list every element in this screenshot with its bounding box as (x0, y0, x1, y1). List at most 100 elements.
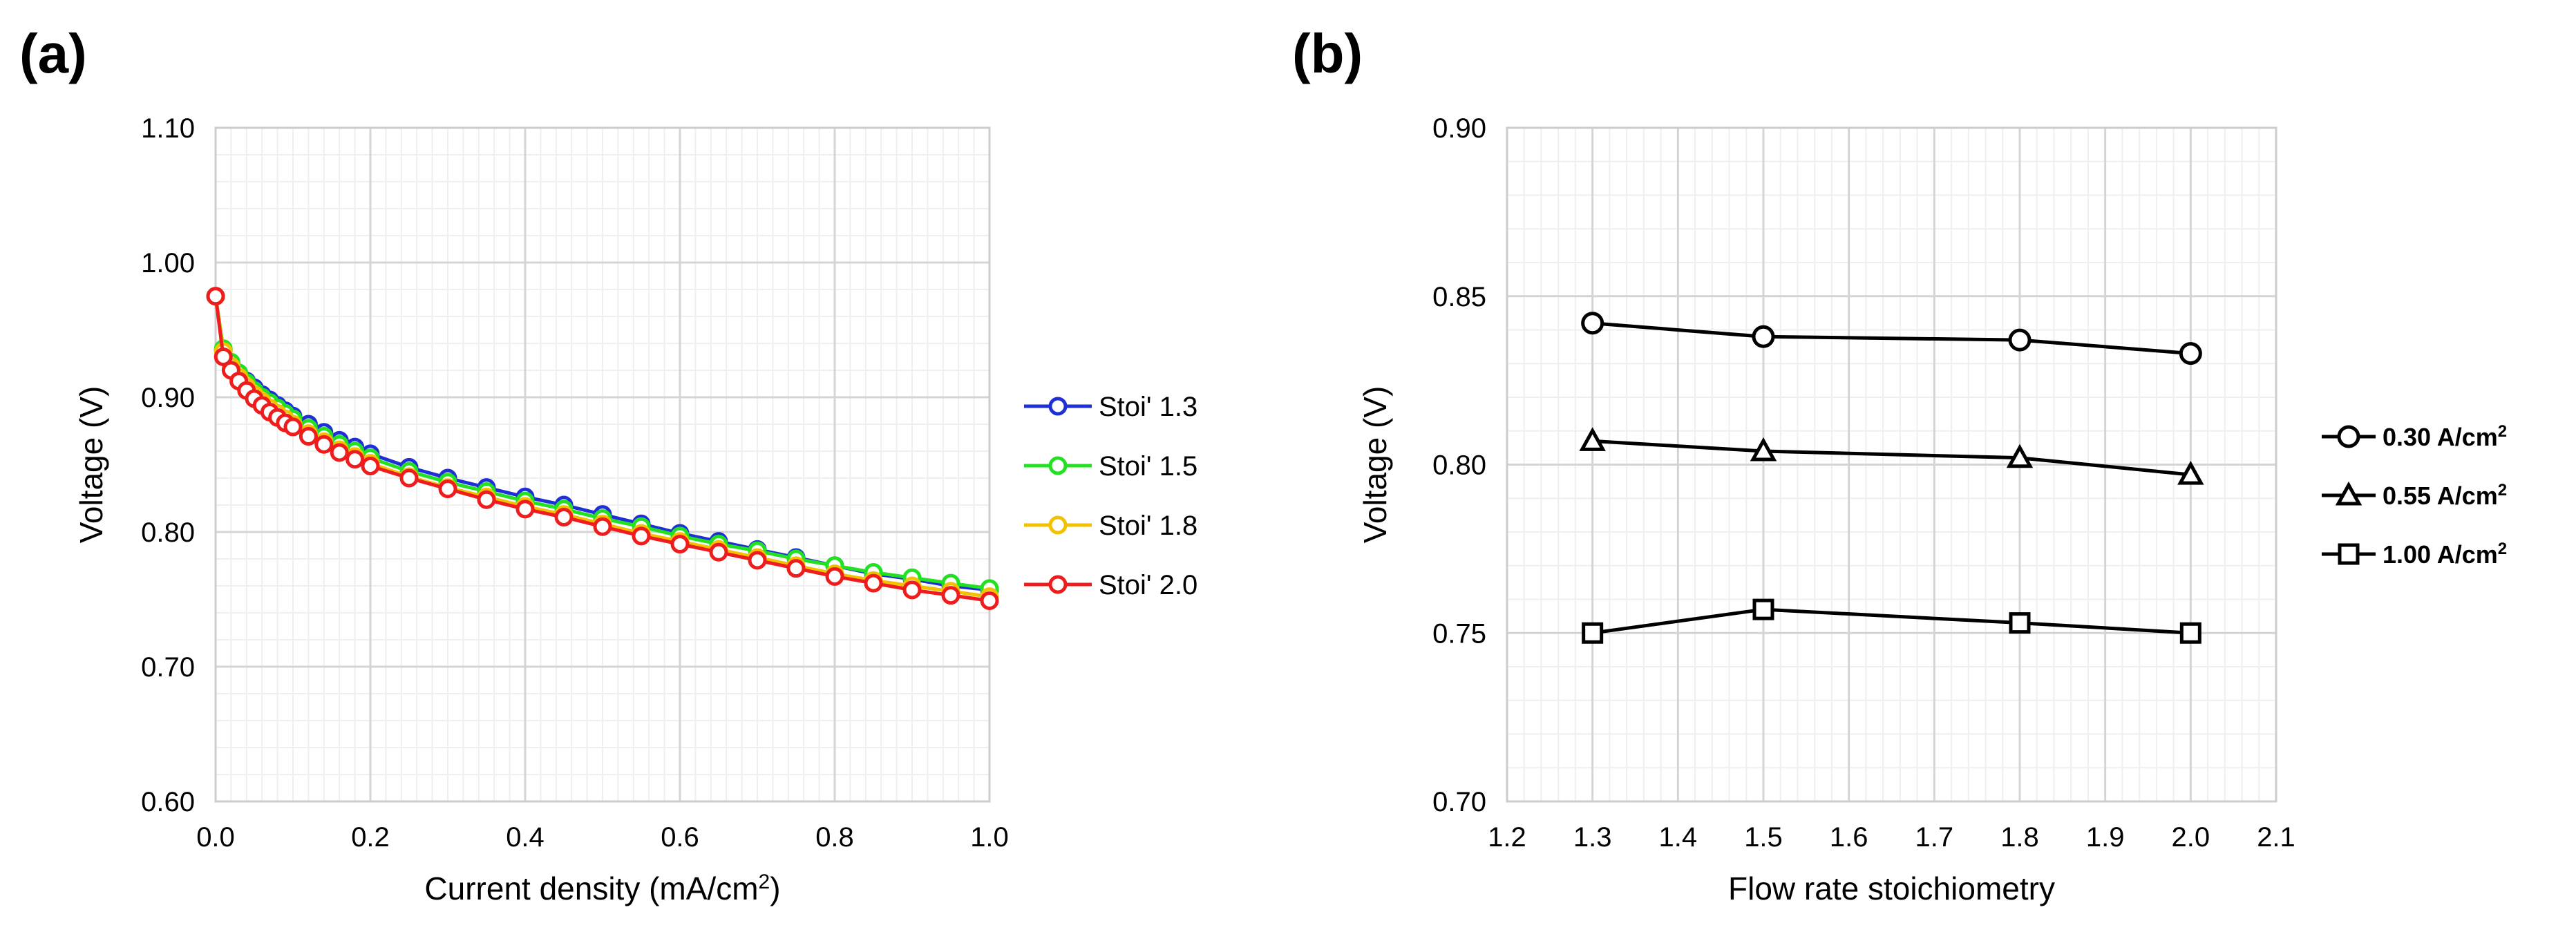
legend-marker (1048, 515, 1068, 535)
series-line-1 (1592, 321, 2191, 356)
legend-label-sup: 2 (2498, 481, 2507, 500)
x-tick-label: 0.8 (815, 822, 854, 853)
plot-area-frame (1506, 126, 2277, 803)
panel-label-b: (b) (1292, 23, 1363, 84)
chart-b: 1.2 1.3 1.4 1.5 1.6 1.7 1.8 1.9 2.0 2.1 0.70 0.75 0.… (1357, 113, 2507, 906)
data-point (593, 517, 612, 536)
x-axis-title-end: ) (770, 871, 780, 906)
legend-marker (1048, 575, 1068, 594)
plot-area-frame (214, 126, 991, 803)
data-point (554, 508, 574, 527)
data-point (2006, 444, 2034, 468)
x-tick-label: 1.5 (1744, 822, 1783, 853)
x-tick-label: 1.7 (1915, 822, 1954, 853)
data-point (2008, 328, 2032, 352)
legend-label: Stoi' 2.0 (1099, 570, 1197, 600)
series-line-2 (1592, 439, 2191, 477)
y-tick-label: 0.80 (141, 517, 195, 548)
y-tick-label: 0.60 (141, 787, 195, 817)
data-point (2009, 612, 2031, 634)
y-tick-label: 0.90 (141, 383, 195, 413)
data-point (206, 287, 225, 306)
data-point (980, 591, 999, 610)
y-axis-title: Voltage (V) (73, 386, 109, 544)
data-point (941, 586, 960, 605)
x-axis-title-sup: 2 (759, 871, 770, 893)
y-tick-label: 0.70 (141, 652, 195, 683)
legend-label: Stoi' 1.8 (1099, 511, 1197, 541)
data-point (2177, 460, 2204, 485)
y-tick-label: 0.80 (1432, 450, 1486, 481)
data-point (214, 348, 233, 366)
legend-label-text: 1.00 A/cm (2383, 540, 2498, 569)
x-axis-title: Flow rate stoichiometry (1728, 871, 2055, 906)
data-point (515, 500, 535, 519)
x-tick-label: 1.2 (1488, 822, 1526, 853)
x-tick-label: 1.8 (2000, 822, 2039, 853)
data-point (1582, 622, 1604, 644)
legend-label-sup: 2 (2498, 422, 2507, 441)
legend-label-text: 0.55 A/cm (2383, 482, 2498, 510)
x-axis-title-text: Current density (mA/cm (424, 871, 758, 906)
y-tick-label: 1.10 (141, 113, 195, 144)
legend-marker (2338, 543, 2360, 565)
y-tick-label: 1.00 (141, 248, 195, 278)
data-point (2179, 622, 2201, 644)
data-point (438, 479, 457, 499)
legend-marker (2337, 425, 2360, 448)
data-point (361, 456, 380, 475)
legend-label-sup: 2 (2498, 540, 2507, 558)
y-tick-label: 0.75 (1432, 618, 1486, 649)
data-point (825, 567, 844, 586)
data-point (299, 427, 318, 446)
x-axis-title: Current density (mA/cm2) (424, 871, 780, 907)
x-tick-label: 2.0 (2172, 822, 2210, 853)
data-point (1752, 598, 1774, 620)
x-tick-label: 1.3 (1573, 822, 1612, 853)
y-tick-label: 0.85 (1432, 282, 1486, 312)
data-point (330, 443, 349, 462)
legend-marker (2335, 481, 2362, 506)
legend-marker (1048, 456, 1068, 475)
y-tick-label: 0.90 (1432, 113, 1486, 144)
legend-marker (1048, 397, 1068, 416)
data-point (283, 417, 303, 437)
panel-label-a: (a) (19, 23, 87, 84)
data-point (345, 450, 365, 469)
legend-label-text: 0.30 A/cm (2383, 423, 2498, 451)
data-point (1750, 437, 1777, 462)
data-point (399, 468, 419, 488)
data-point (632, 526, 651, 546)
x-tick-label: 1.0 (970, 822, 1009, 853)
legend-label: Stoi' 1.5 (1099, 451, 1197, 482)
legend-label: 0.30 A/cm2 (2383, 422, 2507, 452)
x-tick-label: 1.6 (1830, 822, 1868, 853)
chart-a: 0.0 0.2 0.4 0.6 0.8 1.0 0.60 0.70 0.80 0.90 1.00 1.… (73, 113, 1197, 906)
x-tick-label: 0.6 (661, 822, 699, 853)
data-point (864, 573, 883, 593)
data-point (1579, 427, 1606, 451)
x-tick-label: 1.9 (2086, 822, 2125, 853)
data-point (477, 490, 496, 509)
data-point (314, 435, 334, 454)
y-axis-title: Voltage (V) (1357, 386, 1393, 544)
data-point (670, 535, 690, 554)
legend-label: Stoi' 1.3 (1099, 392, 1197, 422)
series-line-3 (1592, 607, 2191, 635)
data-point (748, 551, 767, 570)
y-tick-label: 0.70 (1432, 787, 1486, 817)
data-point (2179, 342, 2202, 365)
data-point (709, 542, 728, 562)
x-tick-label: 0.4 (506, 822, 544, 853)
data-point (786, 559, 806, 578)
x-tick-label: 2.1 (2257, 822, 2295, 853)
data-point (1581, 312, 1604, 335)
x-tick-label: 0.0 (196, 822, 235, 853)
data-point (1752, 325, 1775, 348)
x-tick-label: 0.2 (351, 822, 390, 853)
data-point (902, 580, 922, 600)
legend-label: 1.00 A/cm2 (2383, 540, 2507, 569)
x-tick-label: 1.4 (1659, 822, 1698, 853)
